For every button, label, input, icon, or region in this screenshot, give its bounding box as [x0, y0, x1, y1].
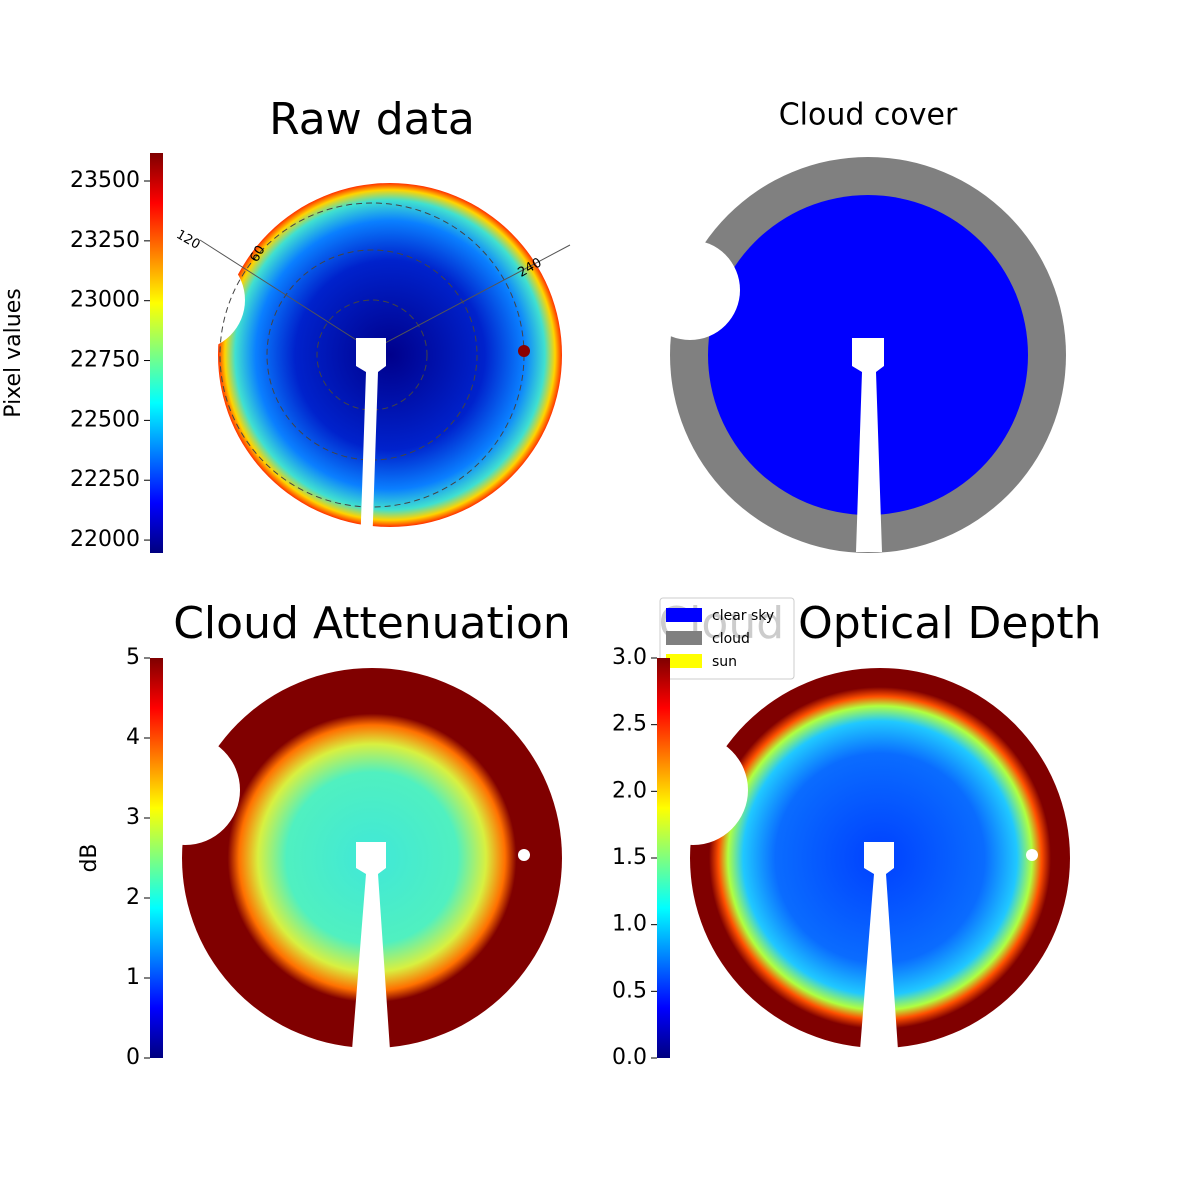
- panel-title: Raw data: [269, 94, 475, 145]
- tick-label: 0.0: [612, 1045, 647, 1070]
- tick-label: 0: [126, 1045, 140, 1070]
- mast: [860, 842, 898, 1050]
- panel-title: Cloud Attenuation: [173, 598, 571, 649]
- sky-images: [130, 157, 1070, 1050]
- colorbar: [657, 658, 670, 1058]
- tick-label: 22500: [70, 407, 140, 432]
- legend-label: cloud: [712, 631, 750, 647]
- tick-label: 5: [126, 645, 140, 670]
- tick-label: 22250: [70, 467, 140, 492]
- tick-label: 23250: [70, 228, 140, 253]
- polar-label: 60: [247, 243, 268, 265]
- legend-swatch: [666, 654, 702, 668]
- tick-label: 0.5: [612, 978, 647, 1003]
- polar-label: 120: [173, 227, 202, 252]
- tick-label: 1.5: [612, 845, 647, 870]
- tick-label: 2.0: [612, 778, 647, 803]
- mask: [638, 735, 748, 845]
- tick-label: 23000: [70, 288, 140, 313]
- tick-label: 1: [126, 965, 140, 990]
- sun: [518, 345, 530, 357]
- tick-label: 2: [126, 885, 140, 910]
- tick-label: 23500: [70, 168, 140, 193]
- sky-disk: [218, 183, 562, 527]
- mask: [145, 250, 245, 350]
- mast: [852, 338, 884, 552]
- panel-title: Cloud cover: [779, 98, 958, 133]
- colorbar: [150, 658, 163, 1058]
- colorbar: [150, 153, 163, 553]
- mask: [130, 735, 240, 845]
- mast: [356, 338, 386, 550]
- tick-label: 22750: [70, 348, 140, 373]
- legend-swatch: [666, 631, 702, 645]
- colorbar-label: Pixel values: [1, 288, 26, 417]
- tick-label: 1.0: [612, 912, 647, 937]
- legend-swatch: [666, 608, 702, 622]
- legend-label: clear sky: [712, 608, 774, 624]
- legend-label: sun: [712, 654, 737, 670]
- tick-label: 3.0: [612, 645, 647, 670]
- sun: [1026, 849, 1038, 861]
- colorbar-label: dB: [77, 843, 102, 872]
- mask: [640, 240, 740, 340]
- tick-label: 2.5: [612, 712, 647, 737]
- sun: [518, 849, 530, 861]
- mast: [352, 842, 390, 1050]
- tick-label: 22000: [70, 527, 140, 552]
- polar-spokes: [199, 239, 571, 351]
- tick-label: 4: [126, 725, 140, 750]
- tick-label: 3: [126, 805, 140, 830]
